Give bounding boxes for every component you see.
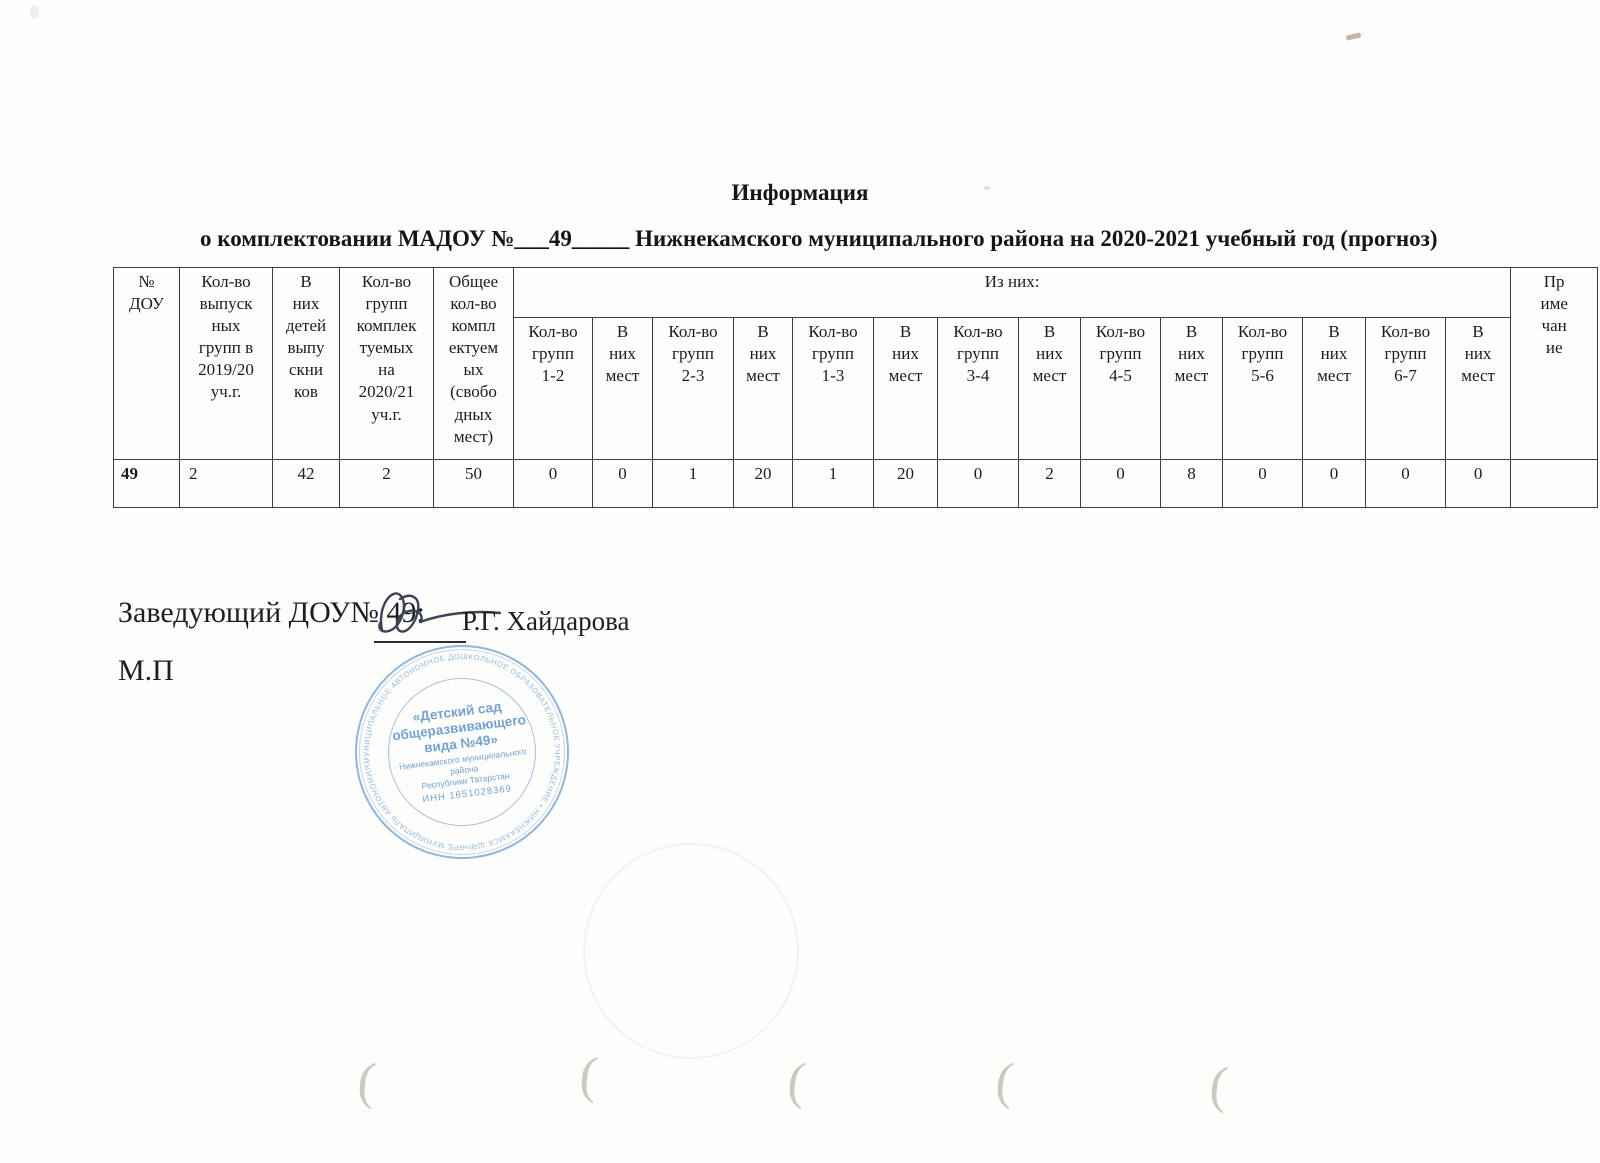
table-cell: 0: [592, 459, 653, 508]
enrollment-table: № ДОУ Кол-во выпуск ных групп в 2019/20 …: [113, 267, 1599, 508]
table-cell: 2: [339, 459, 434, 508]
signature-label: Заведующий ДОУ№ 49:: [118, 596, 425, 629]
column-header-places: В них мест: [1302, 317, 1366, 460]
column-header-groups-5-6: Кол-во групп 5-6: [1222, 317, 1303, 460]
table-cell: 0: [1444, 459, 1512, 508]
table-cell: 20: [733, 459, 793, 508]
table-cell-note: [1510, 459, 1599, 508]
table-cell: 50: [433, 459, 514, 508]
column-header-graduating-groups: Кол-во выпуск ных групп в 2019/20 уч.г.: [179, 267, 273, 460]
column-header-places: В них мест: [1444, 317, 1512, 460]
column-header-graduating-children: В них детей выпу скни ков: [272, 267, 340, 460]
page-subtitle: о комплектовании МАДОУ №___49_____ Нижне…: [200, 226, 1438, 251]
column-header-places: В них мест: [873, 317, 938, 460]
table-cell: 0: [937, 459, 1019, 508]
table-cell: 0: [1080, 459, 1161, 508]
table-cell: 1: [792, 459, 874, 508]
column-header-groups-1-2: Кол-во групп 1-2: [513, 317, 593, 460]
column-header-note: Пр име чан ие: [1510, 267, 1599, 460]
scan-speck: [1345, 32, 1362, 41]
column-group-header-iz-nih: Из них:: [512, 267, 1512, 318]
bleed-through-stamp-mark: [583, 843, 799, 1059]
table-cell: 0: [1222, 459, 1303, 508]
column-header-groups-6-7: Кол-во групп 6-7: [1365, 317, 1446, 460]
column-header-groups-3-4: Кол-во групп 3-4: [937, 317, 1019, 460]
scan-artifact-curve: (: [577, 1046, 601, 1105]
table-cell-dou-number: 49: [113, 459, 180, 508]
signature-underline: [374, 641, 466, 643]
scan-artifact-curve: (: [1207, 1056, 1231, 1115]
column-header-total-vacancies: Общее кол-во компл ектуем ых (свобо дных…: [433, 267, 514, 460]
table-cell: 2: [1018, 459, 1081, 508]
scan-speck: [30, 6, 39, 18]
table-cell: 0: [1365, 459, 1446, 508]
column-header-groups-4-5: Кол-во групп 4-5: [1080, 317, 1161, 460]
table-cell: 42: [272, 459, 340, 508]
scan-artifact-curve: (: [355, 1052, 379, 1111]
official-seal: МУНИЦИПАЛЬНОЕ АВТОНОМНОЕ ДОШКОЛЬНОЕ ОБРА…: [342, 632, 582, 872]
scan-artifact-curve: (: [993, 1052, 1017, 1111]
table-cell: 1: [652, 459, 734, 508]
column-header-groups-2-3: Кол-во групп 2-3: [652, 317, 734, 460]
table-cell: 20: [873, 459, 938, 508]
table-cell: 8: [1160, 459, 1223, 508]
column-header-places: В них мест: [592, 317, 653, 460]
scan-artifact-curve: (: [785, 1052, 809, 1111]
scan-speck: [984, 186, 990, 190]
column-header-places: В них мест: [1160, 317, 1223, 460]
column-header-dou-number: № ДОУ: [113, 267, 180, 460]
column-header-places: В них мест: [1018, 317, 1081, 460]
table-cell: 0: [513, 459, 593, 508]
handwritten-signature: [378, 592, 502, 633]
table-cell: 2: [179, 459, 273, 508]
column-header-groups-1-3: Кол-во групп 1-3: [792, 317, 874, 460]
page-title: Информация: [731, 180, 869, 205]
table-row: 49 2 42 2 50 0 0 1 20 1 20 0 2 0 8 0 0 0…: [113, 459, 1599, 508]
column-header-places: В них мест: [733, 317, 793, 460]
signature-name: Р.Г. Хайдарова: [462, 606, 630, 636]
table-cell: 0: [1302, 459, 1366, 508]
column-header-groups-to-staff: Кол-во групп комплек туемых на 2020/21 у…: [339, 267, 434, 460]
stamp-place-label: М.П: [118, 654, 174, 687]
seal-ring-text-svg: МУНИЦИПАЛЬНОЕ АВТОНОМНОЕ ДОШКОЛЬНОЕ ОБРА…: [343, 633, 574, 865]
